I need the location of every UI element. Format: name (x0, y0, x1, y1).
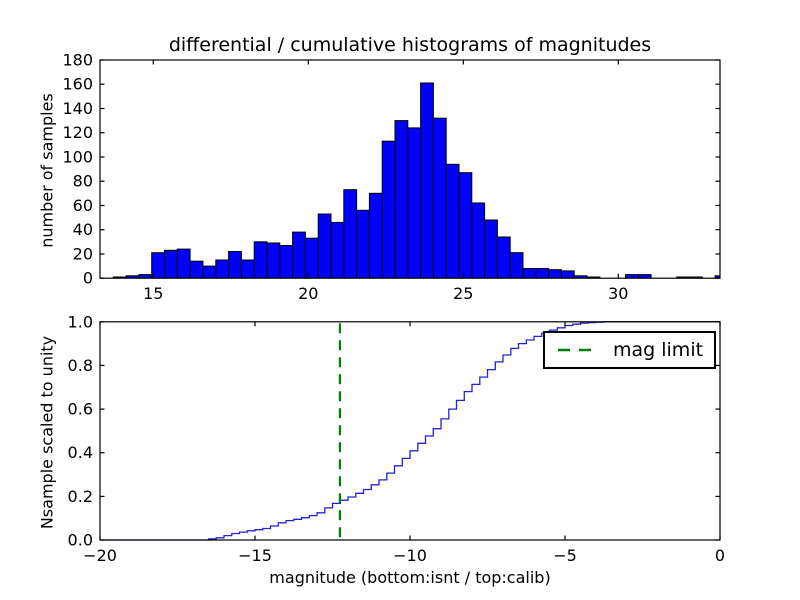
legend-dashed-line-icon (558, 348, 598, 352)
x-tick-label: −10 (393, 546, 427, 565)
histogram-bar (560, 270, 575, 279)
y-tick-label: 0 (83, 269, 93, 288)
histogram-bar (381, 140, 396, 279)
x-tick-label: 0 (715, 546, 725, 565)
histogram-bar (548, 269, 562, 279)
histogram-bar (535, 268, 550, 279)
legend-label: mag limit (613, 339, 704, 361)
histogram-bar (445, 163, 460, 279)
histogram-bar (189, 260, 204, 279)
histogram-bar (471, 202, 486, 279)
y-tick-label: 0.4 (68, 443, 93, 462)
x-axis-label: magnitude (bottom:isnt / top:calib) (269, 568, 551, 587)
top-axes-frame (99, 59, 721, 279)
top-axes: 15 20 25 30 0 20 40 60 80 100 120 140 160 180 (62, 51, 721, 303)
x-tick-label: −15 (238, 546, 272, 565)
x-tick-label: −5 (553, 546, 577, 565)
histogram-bar (522, 268, 537, 279)
histogram-bar (253, 241, 268, 279)
histogram-bar (432, 117, 447, 279)
histogram-bar (714, 275, 720, 279)
figure-title: differential / cumulative histograms of … (168, 34, 652, 56)
histogram-bar (202, 265, 217, 279)
y-tick-label: 0.2 (68, 487, 93, 506)
bottom-axes: −20 −15 −10 −5 0 0.0 0.2 0.4 0.6 0.8 1.0 (68, 312, 726, 565)
histogram-bar (496, 236, 511, 279)
histogram-bar (394, 120, 409, 279)
histogram-bar (368, 192, 383, 279)
y-tick-label: 140 (62, 99, 93, 118)
y-tick-label: 80 (73, 172, 93, 191)
histogram-bar (458, 172, 473, 279)
histogram-bar (330, 221, 345, 279)
y-tick-label: 40 (73, 220, 93, 239)
histogram-bar (176, 248, 191, 279)
y-tick-label: 100 (62, 148, 93, 167)
x-tick-label: 20 (298, 284, 318, 303)
histogram-bar (484, 219, 498, 279)
histogram-bar (407, 127, 422, 279)
y-tick-label: 180 (62, 51, 93, 70)
x-tick-label: 25 (453, 284, 473, 303)
y-tick-label: 0.8 (68, 356, 93, 375)
y-tick-label: 20 (73, 245, 93, 264)
histogram-bars (112, 82, 720, 279)
histogram-bar (215, 259, 230, 279)
histogram-bar (240, 259, 255, 279)
histogram-bar (356, 209, 370, 279)
histogram-bar (343, 189, 358, 279)
y-tick-label: 160 (62, 75, 93, 94)
y-tick-label: 0.6 (68, 400, 93, 419)
x-tick-label: −20 (83, 546, 117, 565)
y-tick-label: 60 (73, 196, 93, 215)
x-tick-label: 15 (143, 284, 163, 303)
histogram-bar (164, 249, 178, 279)
histogram-bar (304, 237, 319, 279)
histogram-bar (292, 231, 306, 279)
y-tick-label: 120 (62, 123, 93, 142)
y-tick-label: 0.0 (68, 531, 93, 550)
histogram-bar (266, 242, 281, 279)
y-tick-label: 1.0 (68, 312, 93, 331)
x-tick-label: 30 (608, 284, 628, 303)
histogram-bar (637, 274, 652, 279)
bottom-y-axis-label: Nsample scaled to unity (37, 335, 57, 530)
histogram-bar (279, 245, 294, 279)
histogram-bar (420, 82, 434, 279)
histogram-bar (317, 213, 332, 279)
histogram-bar (228, 251, 242, 279)
legend: mag limit (543, 331, 716, 369)
top-y-axis-label: number of samples (37, 93, 57, 248)
histogram-bar (509, 252, 524, 279)
